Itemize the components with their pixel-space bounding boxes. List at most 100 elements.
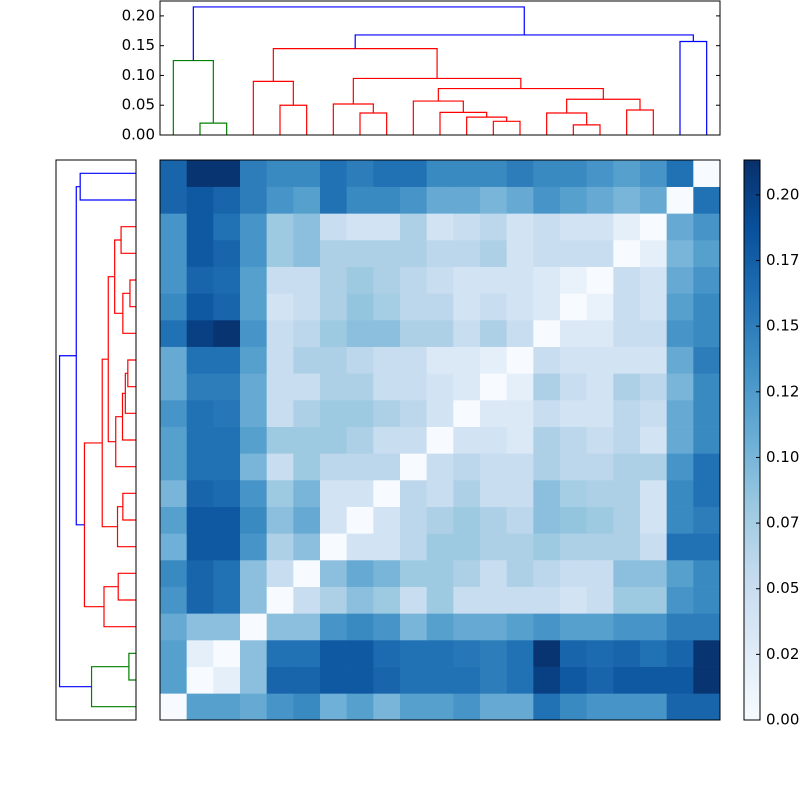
heatmap-cell xyxy=(506,613,534,641)
heatmap-cell xyxy=(693,240,721,267)
dendrogram-link xyxy=(58,355,92,688)
heatmap-cell xyxy=(213,693,241,721)
dendrogram-link xyxy=(546,112,588,135)
heatmap-cell xyxy=(266,613,294,641)
heatmap-cell xyxy=(560,533,587,561)
heatmap-cell xyxy=(613,506,641,534)
heatmap-cell xyxy=(533,293,561,321)
heatmap-cell xyxy=(693,613,721,641)
heatmap-cell xyxy=(426,506,454,534)
heatmap-cell xyxy=(666,373,694,401)
heatmap-cell xyxy=(213,560,241,587)
dendrogram-link xyxy=(120,226,136,254)
heatmap-cell xyxy=(240,693,267,721)
heatmap-cell xyxy=(640,346,667,374)
dendrogram-link xyxy=(79,172,136,201)
dendrogram-link xyxy=(124,372,136,414)
dendrogram-link xyxy=(492,120,521,135)
heatmap-cell xyxy=(560,506,587,534)
heatmap-cell xyxy=(613,160,641,187)
heatmap-cell xyxy=(480,160,507,187)
heatmap-cell xyxy=(186,666,214,694)
heatmap-cell xyxy=(693,586,721,614)
heatmap-cell xyxy=(400,320,427,347)
heatmap-cell xyxy=(453,613,481,641)
heatmap-cell xyxy=(400,400,427,427)
heatmap-cell xyxy=(400,426,427,454)
heatmap-cell xyxy=(613,186,641,214)
heatmap-cell xyxy=(640,426,667,454)
heatmap-cell xyxy=(533,613,561,641)
heatmap-cell xyxy=(293,293,321,321)
heatmap-cell xyxy=(533,426,561,454)
dendrogram-link xyxy=(122,492,136,521)
heatmap-cell xyxy=(640,693,667,721)
colorbar-tick-label: 0.10 xyxy=(766,448,799,466)
heatmap-cell xyxy=(400,213,427,241)
heatmap-cell xyxy=(373,266,401,294)
heatmap-cell xyxy=(480,560,507,587)
dendrogram-link xyxy=(566,98,641,113)
heatmap-cell xyxy=(240,560,267,587)
heatmap-cell xyxy=(186,320,214,347)
heatmap-cell xyxy=(373,186,401,214)
heatmap-cell xyxy=(506,346,534,374)
heatmap-cell xyxy=(453,480,481,507)
heatmap-cell xyxy=(266,320,294,347)
heatmap-cell xyxy=(293,480,321,507)
heatmap-cell xyxy=(666,266,694,294)
heatmap-cell xyxy=(506,373,534,401)
heatmap-cell xyxy=(213,213,241,241)
heatmap-cell xyxy=(453,240,481,267)
heatmap-cell xyxy=(240,373,267,401)
heatmap-cell xyxy=(346,213,374,241)
heatmap-cell xyxy=(213,400,241,427)
heatmap-cell xyxy=(560,400,587,427)
heatmap-cell xyxy=(480,453,507,481)
heatmap-cell xyxy=(266,666,294,694)
heatmap-cell xyxy=(586,506,614,534)
heatmap-cell xyxy=(640,666,667,694)
heatmap-cell xyxy=(506,666,534,694)
heatmap-cell xyxy=(666,453,694,481)
heatmap-cell xyxy=(506,186,534,214)
heatmap-cell xyxy=(240,186,267,214)
heatmap-cell xyxy=(186,240,214,267)
heatmap-cell xyxy=(613,400,641,427)
heatmap-cell xyxy=(346,613,374,641)
heatmap-cell xyxy=(666,426,694,454)
heatmap-cell xyxy=(506,266,534,294)
heatmap-cell xyxy=(560,693,587,721)
heatmap-cell xyxy=(666,346,694,374)
heatmap-cell xyxy=(320,506,347,534)
heatmap-cell xyxy=(346,533,374,561)
heatmap-cell xyxy=(186,480,214,507)
heatmap-cell xyxy=(426,240,454,267)
heatmap-cell xyxy=(613,480,641,507)
heatmap-cell xyxy=(320,240,347,267)
heatmap-cell xyxy=(506,426,534,454)
heatmap-cell xyxy=(320,613,347,641)
heatmap-cell xyxy=(640,240,667,267)
heatmap-cell xyxy=(293,160,321,187)
heatmap-cell xyxy=(586,240,614,267)
heatmap-cell xyxy=(346,506,374,534)
heatmap-cell xyxy=(346,640,374,667)
heatmap-cell xyxy=(373,426,401,454)
heatmap-cell xyxy=(640,400,667,427)
heatmap-cell xyxy=(666,640,694,667)
y-tick-label: 0.20 xyxy=(122,6,155,24)
dendrogram-link xyxy=(354,34,694,49)
heatmap-cell xyxy=(266,240,294,267)
heatmap-cell xyxy=(506,506,534,534)
dendrogram-link xyxy=(103,586,136,628)
dendrogram-link xyxy=(121,392,136,441)
heatmap-cell xyxy=(560,293,587,321)
heatmap-cell xyxy=(320,666,347,694)
heatmap-cell xyxy=(586,293,614,321)
heatmap-cell xyxy=(533,666,561,694)
heatmap-cell xyxy=(373,666,401,694)
heatmap-cell xyxy=(400,560,427,587)
heatmap-cell xyxy=(533,320,561,347)
heatmap-cell xyxy=(613,240,641,267)
